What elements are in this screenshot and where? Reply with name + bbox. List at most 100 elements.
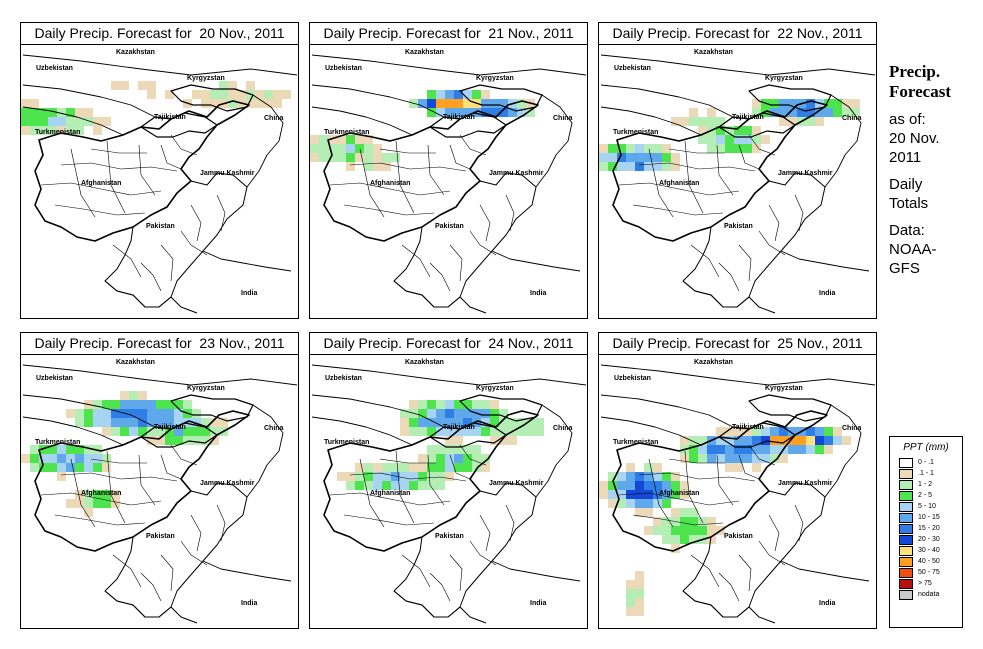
precip-cell [337,153,346,162]
map-label-kyrgyzstan: Kyrgyzstan [765,385,803,392]
precip-cell [788,108,797,117]
precip-cell [373,162,382,171]
precip-cell [319,153,328,162]
precip-cell [129,409,138,418]
precip-cell [815,427,824,436]
precip-cell [806,108,815,117]
legend-item: 30 - 40 [899,545,962,556]
precip-cell [743,445,752,454]
map-label-uzbekistan: Uzbekistan [325,65,362,72]
precip-cell [436,90,445,99]
province-boundary [160,244,174,282]
precip-cell [48,126,57,135]
precip-cell [716,126,725,135]
precip-cell [156,418,165,427]
precip-cell [93,463,102,472]
precip-map: Kazakhstan Uzbekistan Kyrgyzstan Tajikistan… [21,355,298,628]
precip-cell [626,598,635,607]
precip-cell [644,526,653,535]
precip-cell [147,418,156,427]
precip-cell [436,481,445,490]
province-boundary [758,540,786,566]
precip-cell [30,126,39,135]
precip-cell [725,427,734,436]
precip-cell [201,90,210,99]
precip-map: Kazakhstan Uzbekistan Kyrgyzstan Tajikistan… [21,45,298,318]
precip-cell [608,490,617,499]
precip-cell [508,418,517,427]
legend-item: 15 - 20 [899,523,962,534]
precip-cell [30,117,39,126]
precip-cell [662,472,671,481]
precip-cell [409,418,418,427]
precip-cell [644,499,653,508]
precip-cell [824,108,833,117]
precip-cell [454,436,463,445]
province-boundary [690,244,720,278]
precip-cell [66,454,75,463]
province-boundary [738,144,760,170]
precip-cell [427,90,436,99]
province-boundary [70,148,96,218]
legend-item: .1 - 1 [899,468,962,479]
precip-cell [617,153,626,162]
precip-cell [463,454,472,463]
precip-cell [707,144,716,153]
precip-cell [346,472,355,481]
precip-cell [454,409,463,418]
precip-cell [671,544,680,553]
precip-cell [391,463,400,472]
panel-title: Daily Precip. Forecast for 23 Nov., 2011 [21,333,298,355]
precip-cell [680,436,689,445]
panel-title: Daily Precip. Forecast for 20 Nov., 2011 [21,23,298,45]
precip-legend: PPT (mm) 0 - .1 .1 - 1 1 - 2 2 - 5 5 - 10 10 … [889,436,963,628]
map-label-kazakhstan: Kazakhstan [116,49,155,56]
precip-cell [400,481,409,490]
precip-cell [120,81,129,90]
precip-cell [626,153,635,162]
precip-cell [165,90,174,99]
precip-cell [779,117,788,126]
precip-cell [508,108,517,117]
province-boundary [359,148,385,218]
map-label-turkmenistan: Turkmenistan [324,129,370,136]
precip-cell [635,607,644,616]
precip-cell [57,117,66,126]
precip-cell [111,418,120,427]
province-boundary [738,454,760,480]
precip-cell [689,108,698,117]
precip-cell [788,445,797,454]
precip-cell [165,409,174,418]
precip-map: Kazakhstan Uzbekistan Kyrgyzstan Tajikistan… [310,355,587,628]
precip-cell [734,135,743,144]
country-border [535,94,573,188]
precip-cell [481,463,490,472]
country-border [311,364,587,386]
precip-cell [264,90,273,99]
data-source-line: Data: [889,222,925,239]
precip-cell [698,526,707,535]
legend-swatch [899,513,913,523]
precip-cell [815,117,824,126]
precip-cell [210,436,219,445]
precip-cell [418,454,427,463]
precip-cell [102,490,111,499]
precip-cell [626,580,635,589]
province-boundary [618,492,740,506]
map-label-india: India [530,600,547,607]
precip-cell [689,517,698,526]
map-label-uzbekistan: Uzbekistan [36,375,73,382]
precip-cell [39,117,48,126]
map-label-turkmenistan: Turkmenistan [324,439,370,446]
precip-cell [427,445,436,454]
precip-cell [526,418,535,427]
precip-cell [102,418,111,427]
province-boundary [668,148,725,154]
precip-cell [111,81,120,90]
map-label-china: China [842,115,862,122]
precip-cell [48,445,57,454]
precip-cell [445,472,454,481]
precip-cell [39,126,48,135]
precip-cell [463,418,472,427]
precip-cell [716,427,725,436]
